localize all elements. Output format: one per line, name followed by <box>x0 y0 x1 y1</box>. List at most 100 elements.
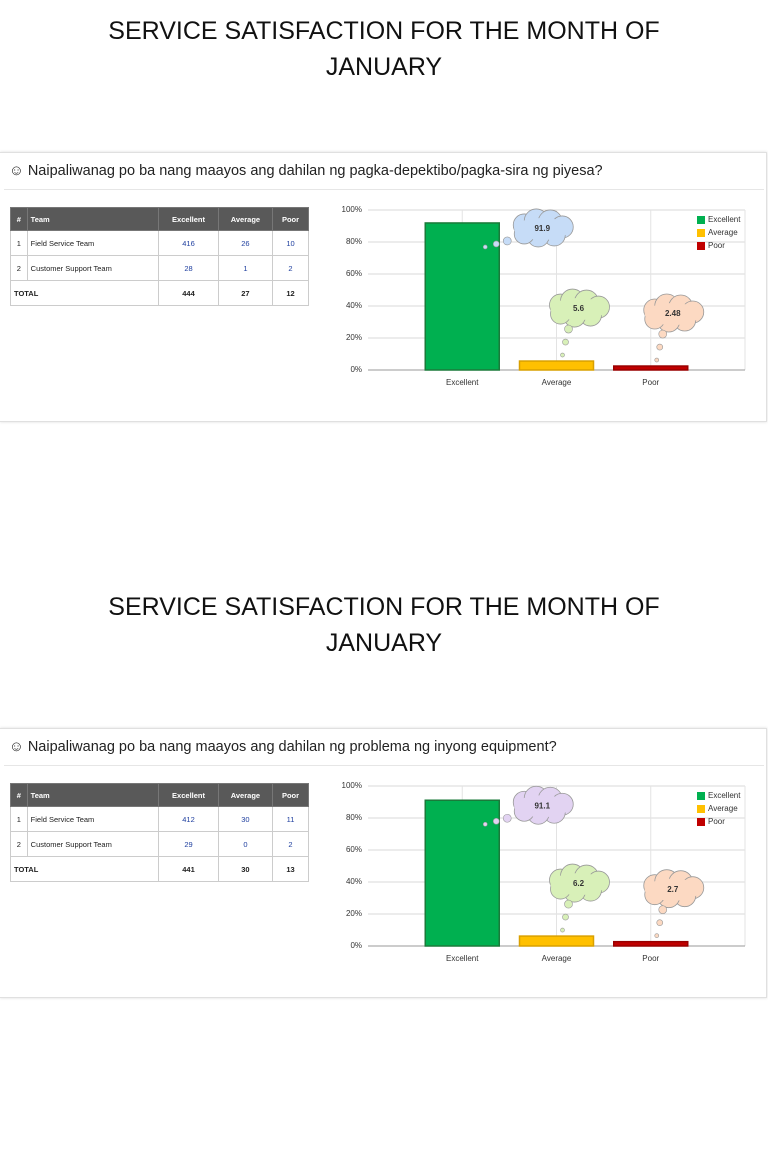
callout-dot <box>656 919 664 926</box>
table-cell: 2 <box>272 831 309 857</box>
table-row: 2 Customer Support Team 29 0 2 <box>10 831 309 857</box>
callout-dot <box>492 240 500 248</box>
callout-dot <box>564 324 573 334</box>
y-tick-label: 80% <box>346 813 362 822</box>
total-cell: 27 <box>217 280 274 306</box>
bar <box>518 360 595 371</box>
question: ☺ Naipaliwanag po ba nang maayos ang dah… <box>9 163 603 179</box>
page: SERVICE SATISFACTION FOR THE MONTH OF JA… <box>0 17 767 998</box>
callout-body <box>514 217 571 240</box>
callout-dot <box>654 933 660 938</box>
table-cell: 30 <box>217 806 274 832</box>
callout-label: 2.48 <box>665 309 681 318</box>
x-tick-label: Average <box>542 954 572 963</box>
question: ☺ Naipaliwanag po ba nang maayos ang dah… <box>9 739 557 755</box>
legend-label: Excellent <box>708 791 741 800</box>
bar <box>613 940 689 947</box>
y-tick-label: 20% <box>346 333 362 342</box>
y-tick-label: 60% <box>346 269 362 278</box>
bar <box>424 799 500 947</box>
table-cell: 26 <box>217 230 274 256</box>
header-row: # Team Excellent Average Poor <box>10 783 309 807</box>
header-cell: Excellent <box>158 207 219 231</box>
y-tick-label: 100% <box>342 205 362 214</box>
table-cell: 1 <box>217 255 274 281</box>
y-tick-label: 20% <box>346 909 362 918</box>
callout-dot <box>560 927 565 933</box>
callout-body <box>644 878 701 901</box>
y-tick-label: 0% <box>350 941 362 950</box>
callout-label: 6.2 <box>573 879 585 888</box>
callout-label: 5.6 <box>573 304 585 313</box>
header-cell: Poor <box>272 783 309 807</box>
total-cell: TOTAL <box>9 280 160 306</box>
header-cell: Poor <box>272 207 309 231</box>
callout-dot <box>562 913 569 921</box>
total-cell: 441 <box>158 856 219 882</box>
legend-swatch <box>697 805 705 813</box>
y-tick-label: 40% <box>346 301 362 310</box>
table-cell: 2 <box>10 255 28 281</box>
bar <box>613 365 689 371</box>
x-tick-label: Excellent <box>446 378 479 387</box>
callout-dot <box>492 817 500 825</box>
y-tick-label: 0% <box>350 365 362 374</box>
table-cell: 11 <box>272 806 309 832</box>
table-row: 1 Field Service Team 412 30 11 <box>10 806 309 832</box>
results-table: # Team Excellent Average Poor 1 Field Service … <box>9 207 309 306</box>
total-row: TOTAL 444 27 12 <box>9 280 309 306</box>
y-tick-label: 60% <box>346 845 362 854</box>
table-cell: Field Service Team <box>26 806 160 832</box>
table-cell: Customer Support Team <box>26 831 160 857</box>
legend-swatch <box>697 216 705 224</box>
chart: 0% 20% 40% 60% 80% 100% Excellent 91.1 Average 6.… <box>342 781 746 963</box>
header-cell: Average <box>217 783 274 807</box>
callout-body <box>644 303 701 326</box>
table-cell: 2 <box>10 831 28 857</box>
y-tick-label: 40% <box>346 877 362 886</box>
header-cell: Team <box>26 783 160 807</box>
results-table: # Team Excellent Average Poor 1 Field Service … <box>9 783 309 882</box>
table-row: 1 Field Service Team 416 26 10 <box>10 230 309 256</box>
header-cell: Average <box>217 207 274 231</box>
total-cell: TOTAL <box>9 856 160 882</box>
callout-body <box>550 873 607 896</box>
header-cell: Team <box>26 207 160 231</box>
slide: SERVICE SATISFACTION FOR THE MONTH OF JA… <box>0 576 768 1152</box>
slide-title: SERVICE SATISFACTION FOR THE MONTH OF JA… <box>108 593 660 657</box>
callout-label: 2.7 <box>667 885 679 894</box>
table-cell: 28 <box>158 255 219 281</box>
table-cell: Field Service Team <box>26 230 160 256</box>
table-cell: 10 <box>272 230 309 256</box>
legend-swatch <box>697 229 705 237</box>
callout-dot <box>658 329 668 339</box>
x-tick-label: Average <box>542 378 572 387</box>
table-cell: 1 <box>10 230 28 256</box>
total-row: TOTAL 441 30 13 <box>9 856 309 882</box>
table-cell: 29 <box>158 831 219 857</box>
total-cell: 444 <box>158 280 219 306</box>
table-cell: 1 <box>10 806 28 832</box>
x-tick-label: Poor <box>642 378 659 387</box>
legend-label: Poor <box>708 241 725 250</box>
x-tick-label: Excellent <box>446 954 479 963</box>
legend-label: Excellent <box>708 215 741 224</box>
bar <box>518 935 595 947</box>
header-cell: # <box>10 783 28 807</box>
callout-body <box>550 298 607 321</box>
slide: SERVICE SATISFACTION FOR THE MONTH OF JA… <box>0 17 767 422</box>
x-tick-label: Poor <box>642 954 659 963</box>
total-cell: 13 <box>272 856 309 882</box>
callout-dot <box>502 813 512 823</box>
table-row: 2 Customer Support Team 28 1 2 <box>10 255 309 281</box>
header-cell: Excellent <box>158 783 219 807</box>
table-cell: Customer Support Team <box>26 255 160 281</box>
divider <box>4 765 764 766</box>
legend-swatch <box>697 792 705 800</box>
callout-dot <box>564 899 573 909</box>
y-tick-label: 80% <box>346 237 362 246</box>
total-cell: 30 <box>217 856 274 882</box>
legend-label: Poor <box>708 817 725 826</box>
callout-dot <box>482 244 488 250</box>
callout-body <box>514 795 571 818</box>
